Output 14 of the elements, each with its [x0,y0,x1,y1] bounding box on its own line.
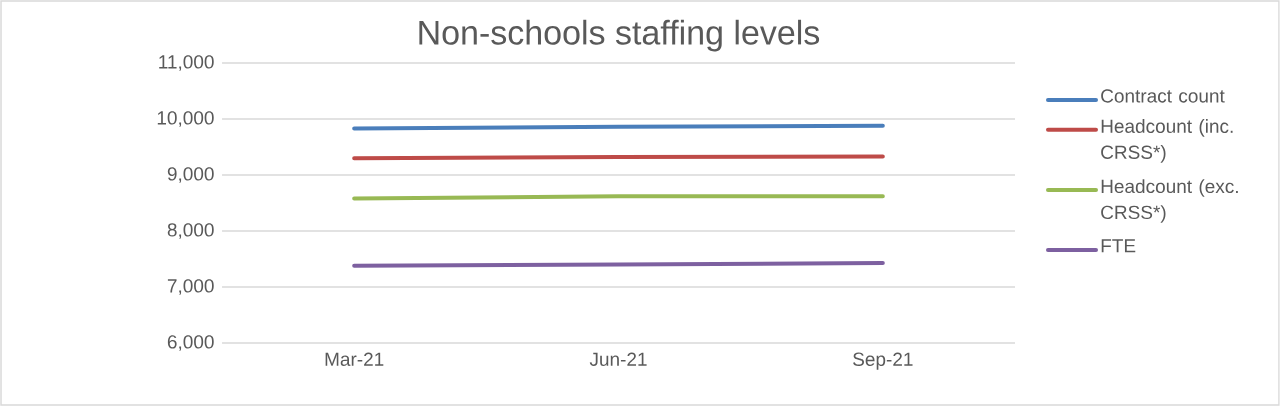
legend-label: Contract count [1101,89,1225,103]
y-tick-label: 10,000 [157,111,214,127]
x-tick-label: Sep-21 [853,352,913,370]
y-tick-label: 6,000 [167,335,214,351]
legend-label: Headcount (inc. CRSS*) [1101,119,1233,163]
x-tick-label: Jun-21 [589,352,647,366]
y-tick-label: 8,000 [167,223,214,239]
legend-label: Headcount (exc. CRSS*) [1101,179,1238,223]
y-tick-label: 7,000 [167,279,214,295]
x-tick-label: Mar-21 [325,352,384,366]
legend-label: FTE [1101,239,1136,253]
y-tick-label: 11,000 [159,55,214,71]
chart-title: Non-schools staffing levels [419,19,820,52]
y-tick-label: 9,000 [167,167,214,183]
